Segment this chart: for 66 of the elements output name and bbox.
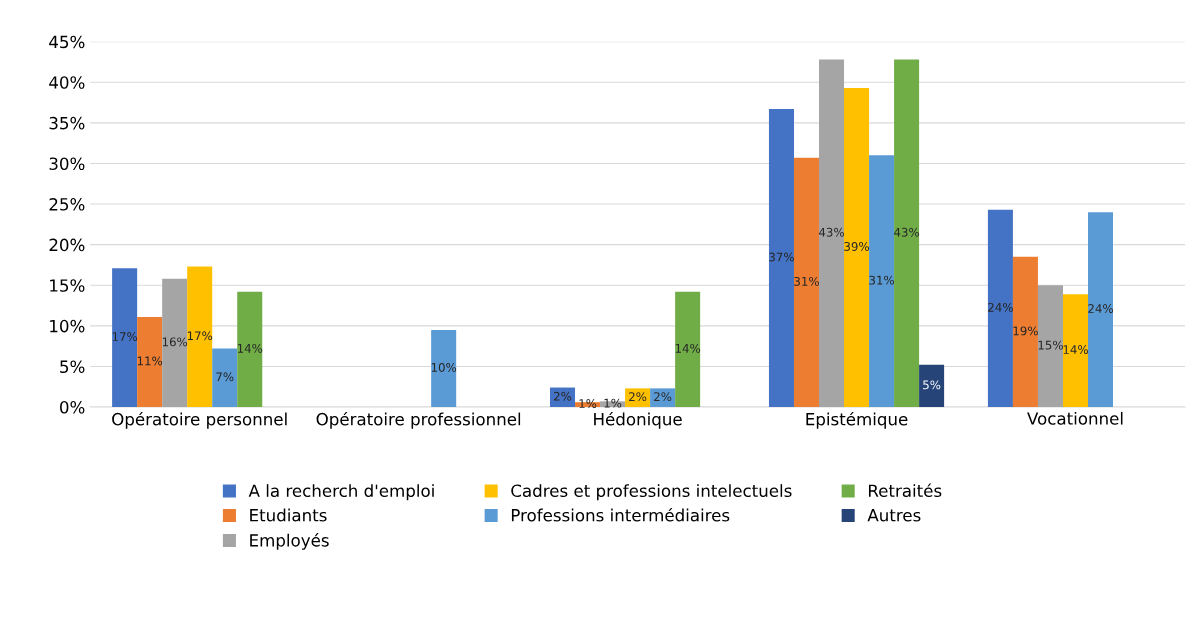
data-label: 2% — [554, 391, 572, 401]
legend-label: Autres — [867, 509, 921, 522]
y-tick-label: 45% — [49, 35, 85, 49]
bar — [162, 278, 188, 408]
bar — [894, 59, 920, 408]
legend-label: Employés — [250, 533, 329, 550]
bar — [112, 268, 138, 408]
data-label: 1% — [604, 398, 622, 408]
x-tick-label: Opératoire personnel — [112, 411, 287, 429]
bar — [187, 266, 213, 408]
bar — [237, 291, 263, 408]
bar — [987, 209, 1013, 408]
data-label: 11% — [137, 356, 163, 366]
data-label: 7% — [216, 372, 234, 382]
x-tick-label: Opératoire professionnel — [316, 411, 521, 429]
y-tick-label: 15% — [50, 279, 85, 292]
data-label: 24% — [1088, 304, 1113, 314]
data-label: 14% — [675, 343, 701, 353]
x-tick-label: Vocationnel — [1027, 411, 1123, 425]
data-label: 24% — [988, 302, 1013, 312]
y-tick-label: 20% — [49, 238, 85, 252]
data-label: 31% — [869, 275, 895, 285]
data-label: 43% — [894, 227, 920, 237]
data-label: 10% — [431, 362, 457, 372]
legend-label: Professions intermédiaires — [511, 507, 730, 522]
x-tick-label: Epistémique — [806, 411, 908, 429]
y-tick-label: 0% — [60, 401, 85, 414]
data-label: 19% — [1013, 326, 1038, 336]
bar — [869, 155, 895, 408]
data-label: 15% — [1038, 340, 1063, 350]
legend-label: Etudiants — [250, 508, 327, 522]
legend-label: Cadres et professions intelectuels — [511, 484, 792, 501]
x-tick-label: Hédonique — [594, 411, 682, 429]
bar — [1062, 294, 1088, 408]
y-tick-label: 5% — [60, 360, 85, 374]
data-label: 17% — [112, 332, 138, 342]
bar — [431, 329, 457, 408]
bar — [1037, 285, 1063, 408]
bar — [137, 316, 163, 408]
y-tick-label: 10% — [50, 319, 85, 333]
data-label: 39% — [844, 241, 869, 251]
bar — [1087, 212, 1114, 408]
data-label: 37% — [769, 252, 794, 262]
bar — [625, 388, 651, 408]
data-label: 43% — [818, 227, 844, 237]
data-label: 2% — [629, 392, 647, 402]
y-tick-label: 30% — [49, 157, 85, 171]
bar — [212, 348, 238, 408]
data-label: 2% — [654, 392, 672, 402]
data-label: 17% — [187, 331, 213, 341]
data-label: 14% — [1063, 345, 1088, 355]
data-label: 31% — [794, 276, 819, 286]
bar — [768, 109, 794, 408]
y-tick-label: 35% — [49, 116, 85, 130]
bar — [919, 364, 945, 408]
bar — [675, 291, 701, 408]
y-tick-label: 40% — [49, 76, 85, 89]
bar — [793, 157, 819, 408]
bar — [844, 87, 870, 408]
legend-label: Retraités — [868, 483, 942, 498]
bar — [650, 388, 676, 408]
y-tick-label: 25% — [49, 198, 85, 211]
data-label: 5% — [923, 380, 941, 390]
legend-label: A la recherch d'emploi — [248, 484, 434, 501]
bar — [1012, 256, 1038, 408]
bar — [819, 59, 845, 408]
